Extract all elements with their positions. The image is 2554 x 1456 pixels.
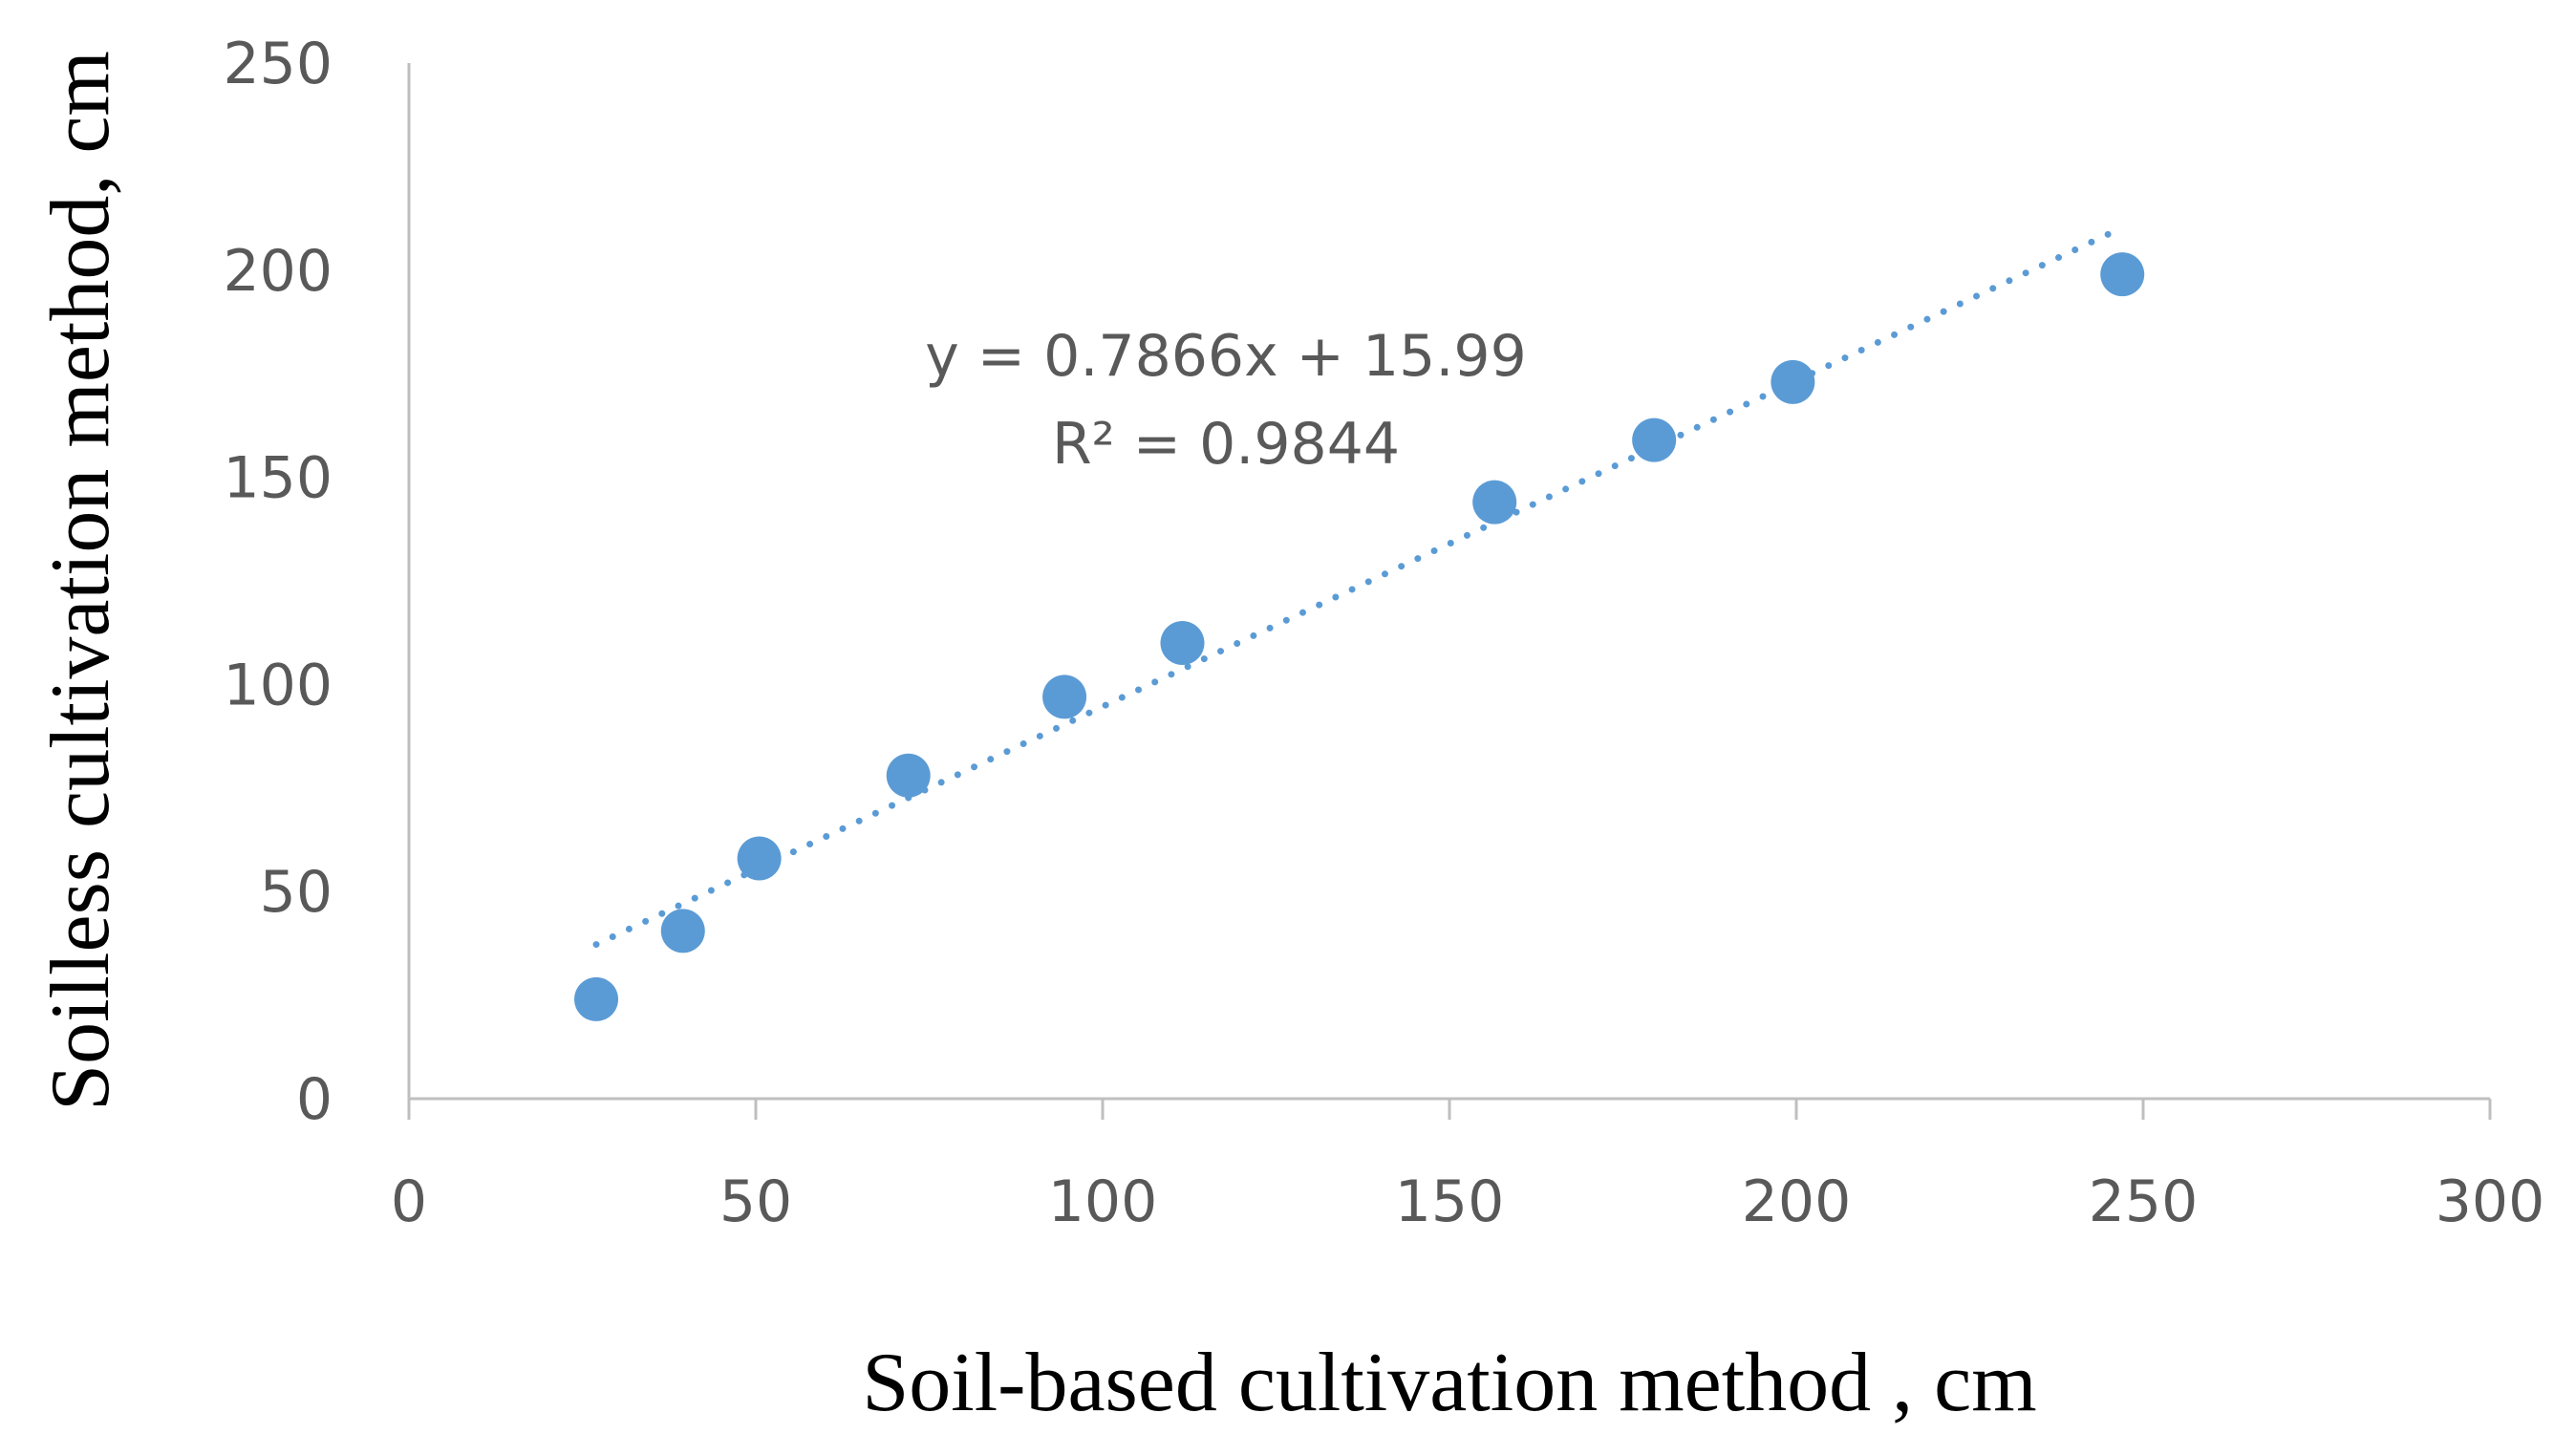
y-axis-title: Soilless cultivation method, cm xyxy=(34,51,127,1111)
y-tick-label: 100 xyxy=(223,652,333,718)
trendline-r-squared: R² = 0.9844 xyxy=(1052,411,1400,478)
y-tick-label: 0 xyxy=(296,1066,333,1133)
data-point xyxy=(886,753,931,798)
data-point xyxy=(574,976,619,1021)
x-tick-label: 0 xyxy=(391,1168,427,1235)
data-point xyxy=(737,836,782,881)
data-point xyxy=(1042,674,1087,719)
data-points xyxy=(574,252,2145,1021)
x-tick-label: 100 xyxy=(1048,1168,1158,1235)
x-tick-label: 300 xyxy=(2436,1168,2545,1235)
x-tick-label: 50 xyxy=(719,1168,792,1235)
trendline-equation: y = 0.7866x + 15.99 xyxy=(925,323,1527,390)
x-axis-title: Soil-based cultivation method , cm xyxy=(862,1337,2036,1429)
y-axis-ticks: 0 50 100 150 200 250 xyxy=(223,31,333,1133)
data-point xyxy=(2100,252,2145,297)
y-tick-label: 50 xyxy=(260,859,333,926)
axes xyxy=(407,63,2490,1101)
y-tick-label: 250 xyxy=(223,31,333,97)
x-tick-label: 150 xyxy=(1395,1168,1505,1235)
data-point xyxy=(1472,480,1517,525)
x-tick-label: 250 xyxy=(2089,1168,2199,1235)
data-point xyxy=(1632,418,1677,462)
data-point xyxy=(660,909,705,953)
x-tick-label: 200 xyxy=(1742,1168,1852,1235)
x-axis-ticks: 0 50 100 150 200 250 300 xyxy=(391,1099,2544,1235)
data-point xyxy=(1771,359,1815,404)
y-tick-label: 200 xyxy=(223,238,333,305)
y-tick-label: 150 xyxy=(223,445,333,512)
data-point xyxy=(1160,621,1205,666)
